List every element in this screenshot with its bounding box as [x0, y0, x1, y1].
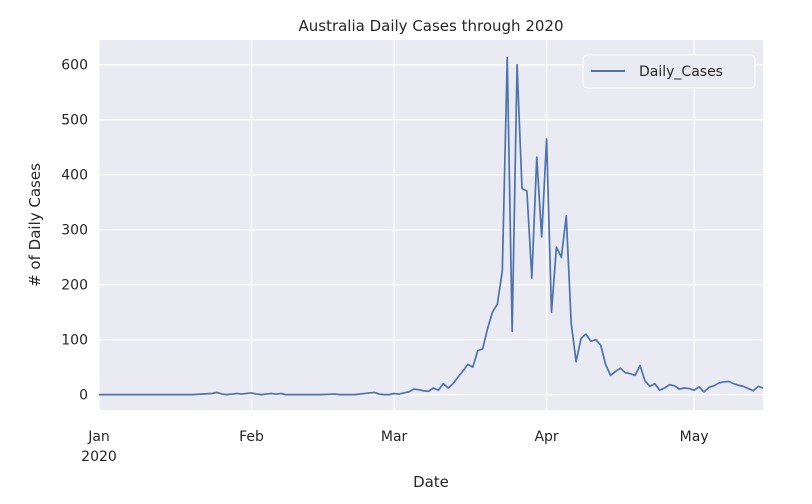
y-tick-label: 0: [79, 388, 88, 404]
chart-title: Australia Daily Cases through 2020: [298, 17, 563, 35]
series-lines: [99, 56, 764, 396]
x-tick-label: Apr: [534, 429, 558, 445]
y-tick-label: 400: [61, 168, 88, 184]
y-tick-label: 500: [61, 113, 88, 129]
series-line-daily-cases: [99, 56, 764, 396]
gridlines: [98, 40, 763, 410]
x-tick-label: May: [680, 429, 709, 445]
y-tick-labels: 0 100 200 300 400 500 600: [61, 58, 88, 404]
legend-label-daily-cases: Daily_Cases: [639, 64, 723, 80]
x-tick-labels: Jan 2020 Feb Mar Apr May: [81, 429, 708, 465]
legend-box: [582, 54, 756, 89]
y-tick-label: 300: [61, 223, 88, 239]
x-tick-sublabel: 2020: [81, 449, 117, 465]
y-tick-label: 100: [61, 333, 88, 349]
plot-background: [99, 40, 763, 410]
y-axis-label: # of Daily Cases: [26, 163, 44, 287]
legend: Daily_Cases: [582, 54, 756, 89]
x-tick-label: Feb: [239, 429, 264, 445]
x-tick-label: Jan: [87, 429, 110, 445]
y-tick-label: 200: [61, 278, 88, 294]
x-tick-label: Mar: [381, 429, 408, 445]
y-tick-label: 600: [61, 58, 88, 74]
x-axis-label: Date: [413, 473, 449, 491]
